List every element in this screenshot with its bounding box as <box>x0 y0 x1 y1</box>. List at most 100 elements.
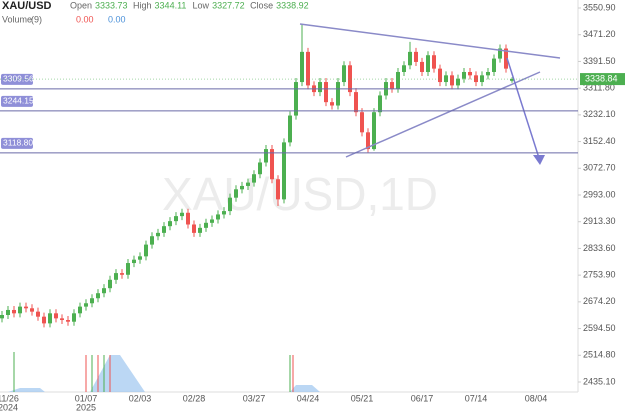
candle-body <box>324 82 328 103</box>
candle-body <box>258 162 262 175</box>
symbol: XAU/USD <box>2 0 52 12</box>
candle-body <box>126 263 130 275</box>
x-tick-label: 01/07 <box>75 393 98 403</box>
watermark: XAU/USD,1D <box>162 168 438 220</box>
candle-body <box>12 309 16 314</box>
candle-body <box>432 55 436 69</box>
candle-body <box>486 71 490 76</box>
candle-body <box>6 309 10 315</box>
candle-body <box>198 227 202 233</box>
candle-body <box>396 71 400 89</box>
candle-body <box>234 189 238 198</box>
candle-body <box>504 48 508 69</box>
x-tick-label: 03/27 <box>243 393 266 403</box>
ohlc-label: Low <box>193 0 210 10</box>
ohlc-value: 3333.73 <box>95 0 128 10</box>
candle-body <box>108 279 112 289</box>
y-tick-label: 3152.40 <box>583 136 616 146</box>
candle-body <box>438 68 442 83</box>
candle-body <box>192 224 196 233</box>
y-tick-label: 3232.10 <box>583 109 616 119</box>
candle-body <box>72 313 76 322</box>
candle-body <box>360 112 364 133</box>
candle-body <box>462 71 466 79</box>
candle-body <box>36 311 40 317</box>
y-tick-label: 2913.30 <box>583 216 616 226</box>
candle-body <box>204 222 208 228</box>
volume-value: 0.00 <box>108 14 126 24</box>
x-tick-label: 06/17 <box>411 393 434 403</box>
candle-body <box>156 232 160 237</box>
forecast-arrow <box>506 57 540 159</box>
x-tick-label: 05/21 <box>351 393 374 403</box>
candle-body <box>54 313 58 319</box>
x-tick-year: 2025 <box>76 402 96 412</box>
candle-body <box>510 79 514 81</box>
candle-body <box>78 306 82 314</box>
candle-body <box>408 51 412 66</box>
level-tag <box>1 73 33 85</box>
candle-body <box>18 306 22 314</box>
x-tick-label: 04/24 <box>297 393 320 403</box>
candle-body <box>186 212 190 225</box>
candle-body <box>48 313 52 324</box>
candle-body <box>336 82 340 106</box>
ohlc-value: 3338.92 <box>276 0 309 10</box>
candle-body <box>276 179 280 200</box>
candle-body <box>180 212 184 217</box>
candle-body <box>282 142 286 200</box>
candle-body <box>240 185 244 190</box>
candle-body <box>102 288 106 294</box>
candle-body <box>228 197 232 212</box>
x-tick-label: 07/14 <box>465 393 488 403</box>
candle-body <box>372 112 376 150</box>
candle-body <box>168 221 172 227</box>
candle-body <box>30 308 34 312</box>
candle-body <box>0 314 4 319</box>
volume-period: (9) <box>31 14 42 24</box>
candle-body <box>264 149 268 163</box>
candle-body <box>306 51 310 86</box>
candle-body <box>162 226 166 233</box>
candle-body <box>222 211 226 215</box>
candle-body <box>414 51 418 62</box>
x-tick-label: 02/28 <box>183 393 206 403</box>
candle-body <box>252 174 256 183</box>
candle-body <box>390 82 394 89</box>
level-tag <box>1 137 33 149</box>
last-price-label: 3338.84 <box>585 73 618 83</box>
candle-body <box>216 214 220 220</box>
candle-body <box>354 92 358 113</box>
arrow-head <box>533 155 545 165</box>
candle-body <box>150 236 154 245</box>
candle-body <box>318 82 322 93</box>
volume-bars <box>13 352 294 392</box>
candle-body <box>474 75 478 83</box>
candle-body <box>468 71 472 76</box>
ohlc-label: Open <box>70 0 92 10</box>
candle-body <box>24 306 28 309</box>
candle-body <box>300 51 304 83</box>
candle-body <box>96 293 100 299</box>
candle-body <box>114 273 118 280</box>
candle-body <box>66 320 70 322</box>
y-tick-label: 2674.20 <box>583 296 616 306</box>
y-tick-label: 3311.80 <box>583 83 615 93</box>
volume-value: 0.00 <box>76 14 94 24</box>
x-tick-label: 08/04 <box>525 393 548 403</box>
candle-body <box>444 75 448 83</box>
y-tick-label: 3471.20 <box>583 29 616 39</box>
candle-body <box>132 259 136 264</box>
volume-area <box>290 385 320 392</box>
volume-label: Volume <box>2 14 32 24</box>
level-label: 3118.80 <box>3 138 33 148</box>
candle-body <box>120 273 124 275</box>
candle-body <box>144 244 148 257</box>
candle-body <box>378 95 382 113</box>
y-tick-label: 2514.80 <box>583 350 616 360</box>
candle-body <box>288 115 292 143</box>
candles <box>0 25 514 328</box>
candle-body <box>90 298 94 304</box>
